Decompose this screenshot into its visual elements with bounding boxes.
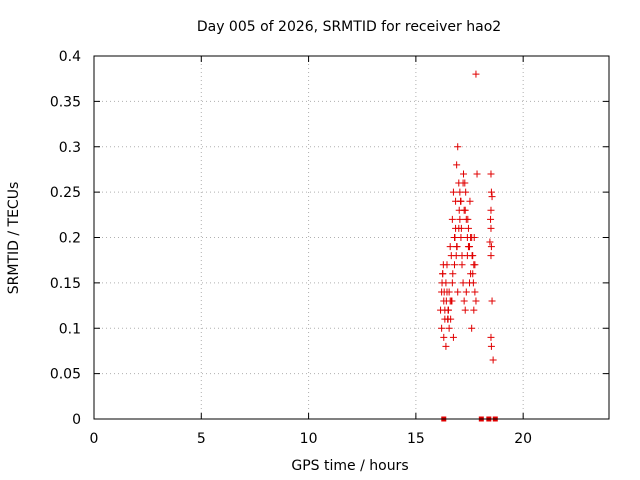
data-point <box>444 315 452 323</box>
x-tick-label: 10 <box>300 431 318 447</box>
data-point <box>438 279 446 287</box>
y-tick-label: 0.3 <box>59 140 81 156</box>
y-tick-label: 0.15 <box>50 276 81 292</box>
data-point <box>452 252 460 260</box>
y-tick-label: 0 <box>72 412 81 428</box>
data-point <box>487 188 495 196</box>
data-points <box>437 70 498 422</box>
data-point <box>468 252 476 260</box>
chart-title: Day 005 of 2026, SRMTID for receiver hao… <box>197 19 501 35</box>
data-point <box>464 224 472 232</box>
data-point <box>456 215 464 223</box>
data-point <box>460 297 468 305</box>
y-axis: 0 0.05 0.1 0.15 0.2 0.25 0.3 0.35 0.4 <box>50 49 609 428</box>
data-point <box>439 270 447 278</box>
data-point <box>448 297 456 305</box>
data-point <box>440 288 448 296</box>
data-point <box>459 279 467 287</box>
data-point <box>446 243 454 251</box>
data-point <box>438 324 446 332</box>
data-point <box>464 215 472 223</box>
x-tick-label: 0 <box>90 431 99 447</box>
data-point <box>454 143 462 151</box>
plot-border <box>93 55 610 420</box>
data-point <box>468 324 476 332</box>
data-point <box>487 333 495 341</box>
data-point <box>488 193 496 201</box>
data-point <box>445 324 453 332</box>
data-point <box>487 224 495 232</box>
y-tick-label: 0.35 <box>50 94 81 110</box>
data-point <box>472 70 480 78</box>
x-axis: 0 5 10 15 20 <box>90 56 532 447</box>
data-point <box>471 288 479 296</box>
data-point <box>461 179 469 187</box>
x-tick-label: 15 <box>407 431 425 447</box>
data-point <box>470 306 478 314</box>
data-point <box>449 188 457 196</box>
data-point <box>469 279 477 287</box>
data-point <box>487 252 495 260</box>
data-point <box>448 279 456 287</box>
data-point <box>449 270 457 278</box>
data-point <box>455 206 463 214</box>
grid <box>94 56 609 419</box>
x-tick-label: 5 <box>197 431 206 447</box>
data-point <box>449 333 457 341</box>
y-tick-label: 0.2 <box>59 231 81 247</box>
data-point <box>440 333 448 341</box>
data-point <box>489 356 497 364</box>
data-point <box>488 297 496 305</box>
data-point <box>453 161 461 169</box>
data-point <box>487 215 495 223</box>
x-axis-label: GPS time / hours <box>291 458 408 474</box>
data-point <box>439 261 447 269</box>
data-point <box>460 170 468 178</box>
data-point <box>487 342 495 350</box>
data-point <box>454 288 462 296</box>
data-point <box>442 342 450 350</box>
data-point <box>453 243 461 251</box>
data-point <box>487 243 495 251</box>
data-point <box>457 224 465 232</box>
data-point <box>465 243 473 251</box>
y-tick-label: 0.1 <box>59 321 81 337</box>
data-point <box>462 288 470 296</box>
data-point <box>458 261 466 269</box>
data-point <box>472 297 480 305</box>
data-point <box>466 197 474 205</box>
y-tick-label: 0.4 <box>59 49 81 65</box>
data-point <box>473 170 481 178</box>
data-point <box>471 261 479 269</box>
data-point <box>487 206 495 214</box>
data-point <box>470 234 478 241</box>
y-tick-label: 0.05 <box>50 367 81 383</box>
data-point <box>448 215 456 223</box>
data-point <box>461 306 469 314</box>
data-point <box>486 238 494 246</box>
y-tick-label: 0.25 <box>50 185 81 201</box>
data-point <box>451 261 458 269</box>
data-point <box>469 270 477 278</box>
data-point <box>457 234 465 241</box>
data-point <box>462 188 470 196</box>
y-axis-label: SRMTID / TECUs <box>6 182 22 295</box>
data-point <box>451 234 459 241</box>
x-tick-label: 20 <box>514 431 532 447</box>
data-point <box>487 170 495 178</box>
data-point <box>444 306 452 314</box>
data-point <box>457 197 465 205</box>
